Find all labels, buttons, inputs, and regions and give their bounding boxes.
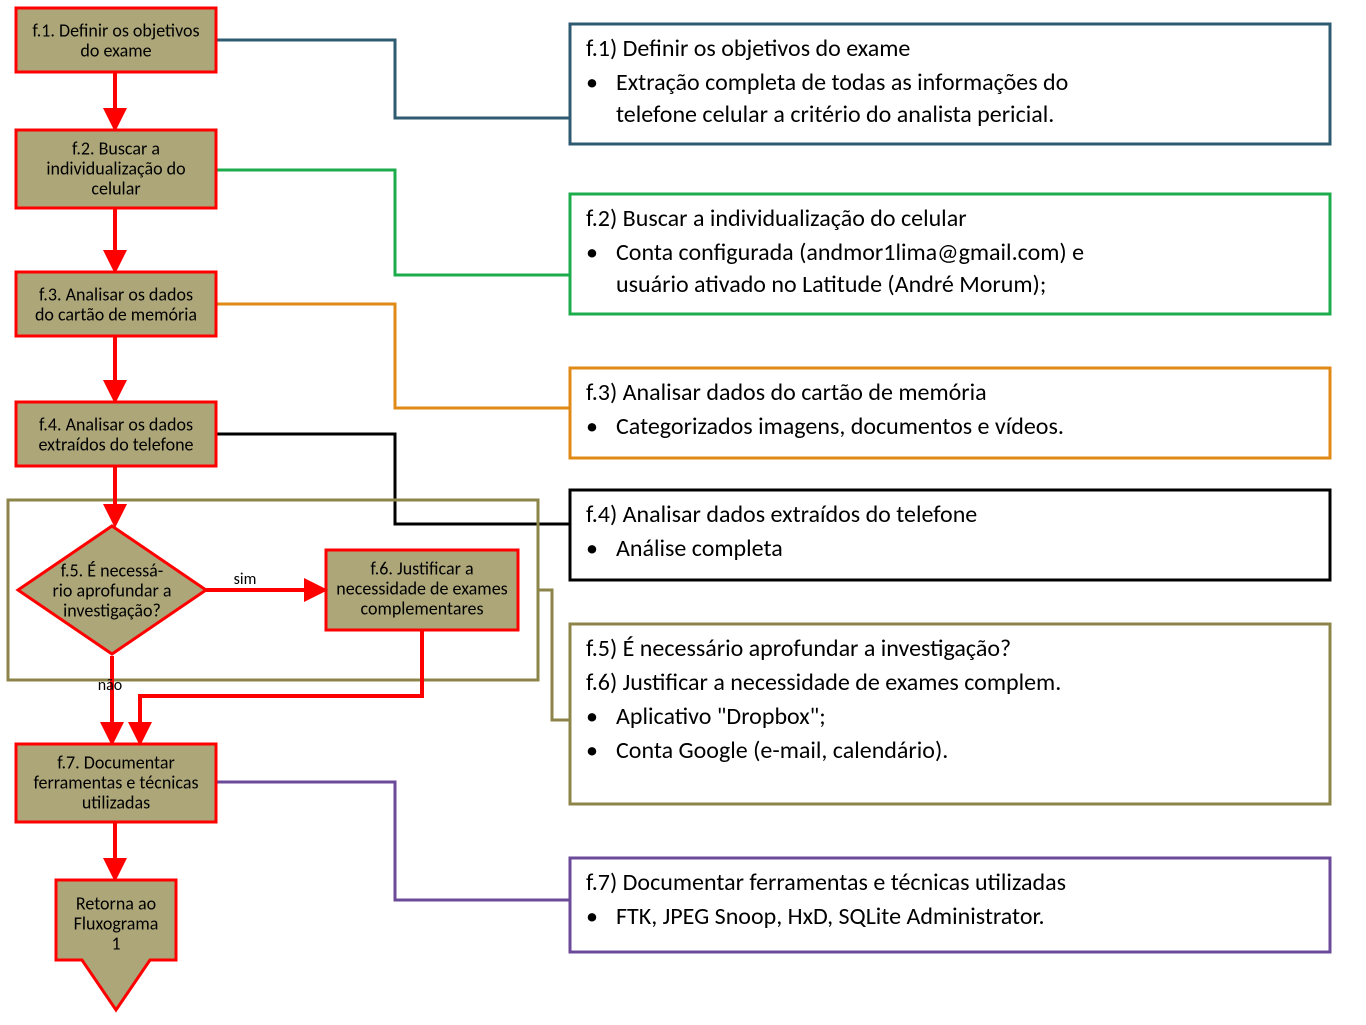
c56-b1: Aplicativo "Dropbox"; (616, 702, 826, 731)
svg-text:•: • (586, 238, 598, 267)
c4-b1: Análise completa (616, 534, 783, 563)
node-f2-line1: f.2. Buscar a (72, 137, 160, 159)
callout-c2: f.2) Buscar a individualização do celula… (570, 194, 1330, 314)
c2-title: f.2) Buscar a individualização do celula… (586, 204, 967, 233)
node-ret-line2: Fluxograma (74, 912, 159, 934)
connector-c1 (216, 40, 570, 118)
c7-title: f.7) Documentar ferramentas e técnicas u… (586, 868, 1066, 897)
svg-text:•: • (586, 534, 598, 563)
node-f3-line1: f.3. Analisar os dados (39, 283, 193, 305)
node-f5-line2: rio aprofundar a (53, 579, 172, 601)
node-f2-line3: celular (91, 177, 140, 199)
node-f1-line1: f.1. Definir os objetivos (32, 19, 199, 41)
c4-title: f.4) Analisar dados extraídos do telefon… (586, 500, 977, 529)
node-f1: f.1. Definir os objetivos do exame (16, 8, 216, 72)
c56-title2: f.6) Justificar a necessidade de exames … (586, 668, 1061, 697)
c1-b1a: Extração completa de todas as informaçõe… (616, 68, 1068, 97)
label-nao: não (98, 676, 123, 695)
c56-title1: f.5) É necessário aprofundar a investiga… (586, 634, 1011, 663)
node-f5-line3: investigação? (63, 599, 161, 621)
c3-b1: Categorizados imagens, documentos e víde… (616, 412, 1064, 441)
node-f5: f.5. É necessá- rio aprofundar a investi… (18, 526, 206, 654)
c2-b1a: Conta configurada (andmor1lima@gmail.com… (616, 238, 1084, 267)
node-f6-line1: f.6. Justificar a (370, 557, 473, 579)
node-f7-line3: utilizadas (82, 791, 150, 813)
c56-b2: Conta Google (e-mail, calendário). (616, 736, 948, 765)
svg-text:•: • (586, 902, 598, 931)
callout-c56: f.5) É necessário aprofundar a investiga… (570, 624, 1330, 804)
connector-c4 (216, 434, 570, 524)
node-f3-line2: do cartão de memória (35, 303, 197, 325)
node-f6: f.6. Justificar a necessidade de exames … (326, 550, 518, 630)
c3-title: f.3) Analisar dados do cartão de memória (586, 378, 987, 407)
callouts: f.1) Definir os objetivos do exame • Ext… (570, 24, 1330, 952)
connector-c3 (216, 304, 570, 408)
svg-text:•: • (586, 702, 598, 731)
flowchart-diagram: f.1. Definir os objetivos do exame f.2. … (0, 0, 1366, 1025)
node-f6-line2: necessidade de exames (336, 577, 507, 599)
node-f2: f.2. Buscar a individualização do celula… (16, 130, 216, 208)
c1-title: f.1) Definir os objetivos do exame (586, 34, 910, 63)
c1-b1b: telefone celular a critério do analista … (616, 100, 1054, 129)
callout-c4: f.4) Analisar dados extraídos do telefon… (570, 490, 1330, 580)
callout-c7: f.7) Documentar ferramentas e técnicas u… (570, 858, 1330, 952)
node-f4-line2: extraídos do telefone (38, 433, 193, 455)
callout-c3: f.3) Analisar dados do cartão de memória… (570, 368, 1330, 458)
node-f1-line2: do exame (80, 39, 151, 61)
node-f2-line2: individualização do (46, 157, 185, 179)
node-f7-line2: ferramentas e técnicas (33, 771, 198, 793)
connector-c2 (216, 170, 570, 275)
node-f7-line1: f.7. Documentar (57, 751, 175, 773)
node-f4-line1: f.4. Analisar os dados (39, 413, 193, 435)
svg-text:•: • (586, 412, 598, 441)
node-f3: f.3. Analisar os dados do cartão de memó… (16, 272, 216, 336)
node-f7: f.7. Documentar ferramentas e técnicas u… (16, 744, 216, 822)
c7-b1: FTK, JPEG Snoop, HxD, SQLite Administrat… (616, 902, 1045, 931)
node-ret-line1: Retorna ao (76, 892, 156, 914)
node-f4: f.4. Analisar os dados extraídos do tele… (16, 402, 216, 466)
node-return: Retorna ao Fluxograma 1 (56, 880, 176, 1010)
node-f5-line1: f.5. É necessá- (61, 559, 164, 581)
label-sim: sim (234, 570, 257, 589)
c2-b1b: usuário ativado no Latitude (André Morum… (616, 270, 1046, 299)
connector-c7 (216, 782, 570, 900)
node-ret-line3: 1 (111, 932, 120, 954)
node-f6-line3: complementares (361, 597, 484, 619)
connector-c56 (538, 590, 570, 720)
callout-c1: f.1) Definir os objetivos do exame • Ext… (570, 24, 1330, 144)
svg-text:•: • (586, 68, 598, 97)
arrow-f6-f7 (140, 630, 422, 742)
flow-nodes: f.1. Definir os objetivos do exame f.2. … (16, 8, 518, 1010)
svg-text:•: • (586, 736, 598, 765)
